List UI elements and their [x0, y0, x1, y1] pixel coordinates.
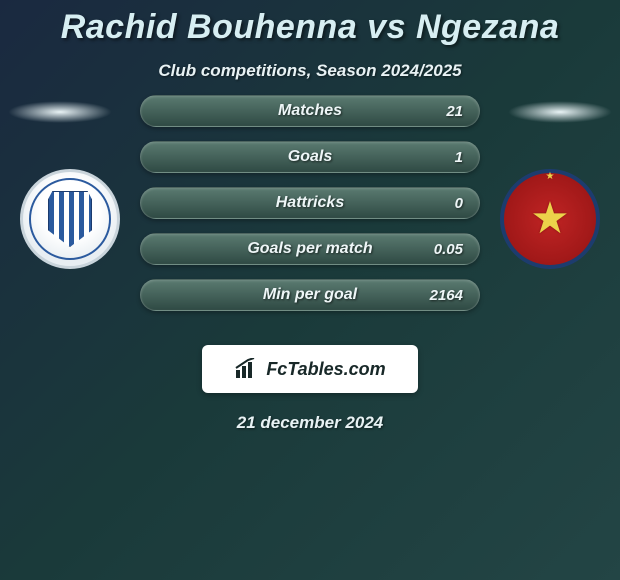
team-crest-right: ★	[500, 169, 600, 269]
badge-shadow-right	[508, 101, 612, 123]
footer-date: 21 december 2024	[0, 413, 620, 433]
stat-row-mpg: Min per goal 2164	[140, 279, 480, 311]
team-crest-left	[20, 169, 120, 269]
stat-value-right: 2164	[430, 287, 463, 304]
stat-rows: Matches 21 Goals 1 Hattricks 0 Goals per…	[140, 95, 480, 325]
stat-label: Hattricks	[276, 194, 344, 212]
stat-row-goals: Goals 1	[140, 141, 480, 173]
stat-label: Matches	[278, 102, 342, 120]
team-badge-right: ★	[500, 169, 600, 269]
team-badge-left	[20, 169, 120, 269]
bar-chart-icon	[234, 358, 260, 380]
stat-row-gpm: Goals per match 0.05	[140, 233, 480, 265]
stat-row-hattricks: Hattricks 0	[140, 187, 480, 219]
stat-value-right: 21	[446, 103, 463, 120]
page-title: Rachid Bouhenna vs Ngezana	[0, 8, 620, 47]
stats-area: ★ Matches 21 Goals 1 Hattricks 0 Goals p…	[0, 109, 620, 329]
stat-label: Min per goal	[263, 286, 357, 304]
stat-value-right: 0.05	[434, 241, 463, 258]
stat-value-right: 0	[455, 195, 463, 212]
infographic-root: Rachid Bouhenna vs Ngezana Club competit…	[0, 0, 620, 433]
stat-value-right: 1	[455, 149, 463, 166]
shield-icon	[48, 191, 92, 247]
badge-shadow-left	[8, 101, 112, 123]
stat-label: Goals	[288, 148, 332, 166]
stat-row-matches: Matches 21	[140, 95, 480, 127]
brand-box[interactable]: FcTables.com	[202, 345, 418, 393]
star-icon: ★	[523, 192, 577, 246]
page-subtitle: Club competitions, Season 2024/2025	[0, 61, 620, 81]
brand-name: FcTables.com	[266, 359, 385, 380]
stat-label: Goals per match	[247, 240, 372, 258]
